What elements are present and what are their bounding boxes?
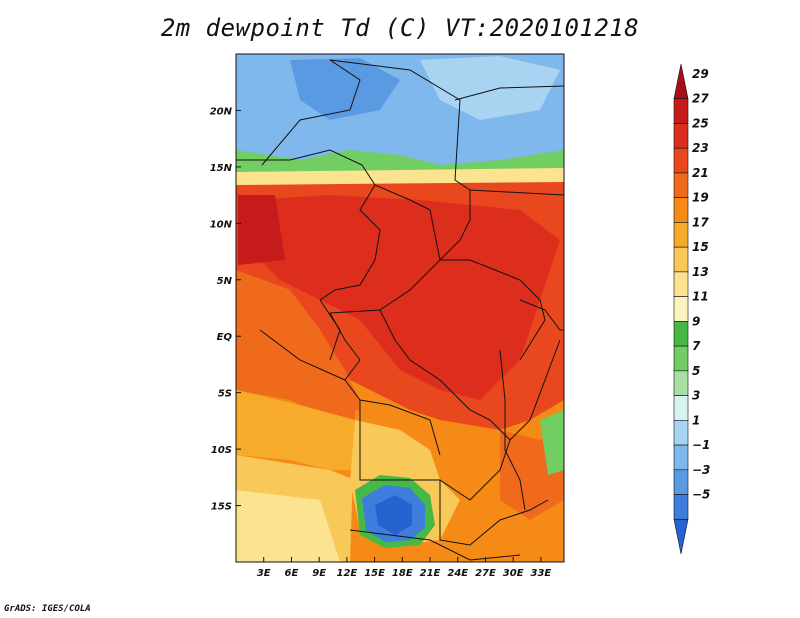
- colorbar-label: 9: [692, 314, 700, 328]
- colorbar-swatch: [673, 123, 689, 149]
- lon-tick-label: 3E: [257, 568, 271, 579]
- lon-tick-label: 27E: [475, 568, 496, 579]
- colorbar-label: −3: [692, 463, 710, 477]
- lat-tick-label: EQ: [217, 332, 233, 343]
- field-layer: [236, 54, 564, 562]
- colorbar-swatch: [673, 147, 689, 174]
- colorbar-swatch: [673, 420, 689, 446]
- lon-tick-label: 15E: [364, 568, 385, 579]
- lon-tick-label: 33E: [531, 568, 552, 579]
- field-sahara-light: [420, 56, 560, 120]
- colorbar-label: 1: [692, 413, 700, 427]
- field-humid-core: [250, 195, 560, 400]
- colorbar-label: 11: [692, 290, 709, 304]
- lon-tick-label: 24E: [447, 568, 468, 579]
- colorbar-label: −1: [692, 438, 710, 452]
- lat-tick-label: 15S: [211, 502, 232, 513]
- colorbar-swatch: [673, 395, 689, 421]
- lat-tick-label: 5S: [218, 389, 232, 400]
- colorbar-label: −5: [692, 488, 710, 502]
- country-boundaries: [236, 59, 564, 561]
- colorbar-label: 29: [692, 67, 709, 81]
- field-sahara-deep: [290, 58, 400, 120]
- colorbar-label: 25: [692, 116, 709, 130]
- field-atlantic-mid: [236, 390, 355, 470]
- lat-tick-label: 15N: [210, 163, 233, 174]
- lon-tick-label: 21E: [420, 568, 441, 579]
- colorbar-label: 21: [692, 166, 709, 180]
- colorbar-label: 3: [692, 389, 700, 403]
- lat-tick-label: 10S: [211, 445, 232, 456]
- lat-tick-label: 5N: [217, 276, 233, 287]
- lon-tick-label: 18E: [392, 568, 413, 579]
- colorbar-swatch: [673, 246, 689, 273]
- field-south-cool: [236, 490, 340, 562]
- colorbar-label: 23: [692, 141, 709, 155]
- field-kalahari-deep: [375, 495, 412, 535]
- colorbar-swatch: [673, 518, 689, 555]
- lon-tick-label: 6E: [285, 568, 299, 579]
- map-title: 2m dewpoint Td (C) VT:2020101218: [160, 14, 640, 42]
- lon-tick-label: 9E: [312, 568, 326, 579]
- lon-tick-label: 30E: [503, 568, 524, 579]
- colorbar-swatch: [673, 321, 689, 347]
- latitude-axis: 20N 15N 10N 5N EQ 5S 10S 15S: [210, 106, 241, 513]
- lon-tick-label: 12E: [336, 568, 357, 579]
- colorbar-swatch: [673, 172, 689, 198]
- colorbar-swatch: [673, 469, 689, 495]
- colorbar-swatch: [673, 345, 689, 372]
- colorbar-swatch: [673, 63, 689, 100]
- lat-tick-label: 20N: [210, 106, 233, 117]
- colorbar-label: 5: [692, 364, 700, 378]
- colorbar-swatch: [673, 296, 689, 322]
- colorbar-label: 19: [692, 191, 709, 205]
- colorbar-swatch: [673, 444, 689, 471]
- colorbar-swatch: [673, 271, 689, 297]
- colorbar-label: 17: [692, 215, 709, 229]
- field-east-green: [540, 410, 564, 475]
- colorbar-label: 7: [692, 339, 701, 353]
- colorbar-swatch: [673, 370, 689, 396]
- colorbar-swatch: [673, 98, 689, 124]
- colorbar-swatch: [673, 222, 689, 248]
- lat-tick-label: 10N: [210, 219, 233, 230]
- colorbar-label: 15: [692, 240, 709, 254]
- longitude-axis: 3E 6E 9E 12E 15E 18E 21E 24E 27E 30E 33E: [257, 557, 552, 579]
- field-atlantic-warm: [236, 270, 360, 420]
- colorbar-label: 13: [692, 265, 709, 279]
- map-frame: [235, 53, 565, 563]
- field-humid-peak: [238, 195, 285, 265]
- colorbar-swatch: [673, 494, 689, 520]
- colorbar-swatch: [673, 197, 689, 223]
- colorbar-label: 27: [692, 92, 709, 106]
- credit-text: GrADS: IGES/COLA: [4, 604, 91, 614]
- colorbar: 29 27 25 23 21 19 17 15 13 11 9 7 5 3 1 −1 −3 −5: [673, 63, 710, 555]
